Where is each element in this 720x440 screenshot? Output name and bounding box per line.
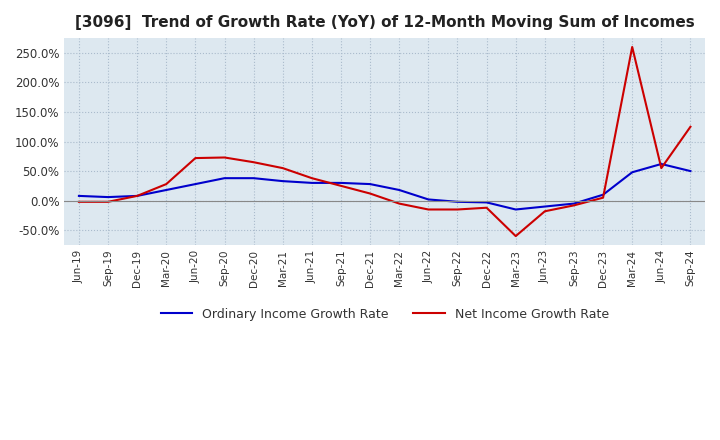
Net Income Growth Rate [75, 199, 84, 205]
Ordinary Income Growth Rate [191, 181, 199, 187]
Net Income Growth Rate [366, 191, 374, 196]
Ordinary Income Growth Rate [628, 170, 636, 175]
Net Income Growth Rate [337, 183, 346, 188]
Net Income Growth Rate [220, 155, 229, 160]
Ordinary Income Growth Rate [511, 207, 520, 212]
Line: Net Income Growth Rate: Net Income Growth Rate [79, 47, 690, 236]
Net Income Growth Rate [191, 155, 199, 161]
Net Income Growth Rate [541, 209, 549, 214]
Ordinary Income Growth Rate [541, 204, 549, 209]
Net Income Growth Rate [249, 160, 258, 165]
Ordinary Income Growth Rate [220, 176, 229, 181]
Ordinary Income Growth Rate [249, 176, 258, 181]
Net Income Growth Rate [453, 207, 462, 212]
Net Income Growth Rate [686, 124, 695, 129]
Net Income Growth Rate [570, 203, 578, 208]
Net Income Growth Rate [133, 193, 142, 198]
Net Income Growth Rate [104, 199, 112, 205]
Ordinary Income Growth Rate [599, 192, 608, 198]
Net Income Growth Rate [657, 165, 666, 171]
Net Income Growth Rate [511, 234, 520, 239]
Ordinary Income Growth Rate [686, 169, 695, 174]
Ordinary Income Growth Rate [279, 179, 287, 184]
Title: [3096]  Trend of Growth Rate (YoY) of 12-Month Moving Sum of Incomes: [3096] Trend of Growth Rate (YoY) of 12-… [75, 15, 695, 30]
Legend: Ordinary Income Growth Rate, Net Income Growth Rate: Ordinary Income Growth Rate, Net Income … [156, 303, 613, 326]
Net Income Growth Rate [599, 195, 608, 200]
Ordinary Income Growth Rate [75, 193, 84, 198]
Net Income Growth Rate [424, 207, 433, 212]
Net Income Growth Rate [279, 165, 287, 171]
Ordinary Income Growth Rate [133, 193, 142, 198]
Ordinary Income Growth Rate [162, 187, 171, 193]
Net Income Growth Rate [307, 176, 316, 181]
Net Income Growth Rate [628, 44, 636, 50]
Ordinary Income Growth Rate [307, 180, 316, 186]
Ordinary Income Growth Rate [570, 201, 578, 206]
Ordinary Income Growth Rate [453, 199, 462, 205]
Ordinary Income Growth Rate [657, 161, 666, 167]
Ordinary Income Growth Rate [424, 197, 433, 202]
Net Income Growth Rate [395, 201, 404, 206]
Line: Ordinary Income Growth Rate: Ordinary Income Growth Rate [79, 164, 690, 209]
Ordinary Income Growth Rate [337, 180, 346, 186]
Net Income Growth Rate [482, 205, 491, 210]
Ordinary Income Growth Rate [366, 181, 374, 187]
Ordinary Income Growth Rate [482, 200, 491, 205]
Ordinary Income Growth Rate [104, 194, 112, 200]
Net Income Growth Rate [162, 181, 171, 187]
Ordinary Income Growth Rate [395, 187, 404, 193]
